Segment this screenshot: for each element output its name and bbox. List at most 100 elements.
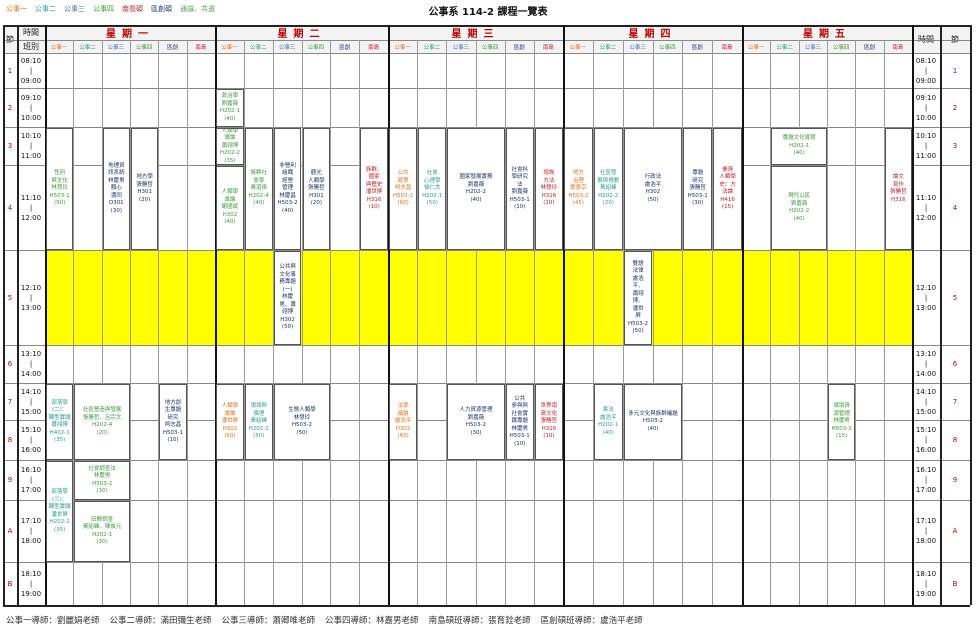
course-text: 與文化 <box>51 177 68 184</box>
legend-item: 區創碩 <box>151 5 172 13</box>
course-text: 專題文化導覽 <box>782 135 816 142</box>
class-column-label: 公事三 <box>452 44 470 51</box>
class-column-label: 公事三 <box>629 44 646 51</box>
course-text: 訊系統 <box>108 170 125 177</box>
course-text: 盧浩平 <box>599 414 617 421</box>
course-text: 管理 <box>282 185 294 192</box>
class-column-label: 區創 <box>166 44 178 51</box>
course-text: H316 <box>541 425 557 432</box>
legend-item: 公事三 <box>64 5 85 13</box>
course-text: H202-2 <box>465 189 487 195</box>
course-text: (50) <box>296 429 308 436</box>
grid-line <box>3 25 970 27</box>
grid-line <box>417 40 419 605</box>
class-column-label: 公事四 <box>832 44 850 51</box>
end-time: 16:00 <box>915 446 937 454</box>
course-text: 地理資 <box>108 162 125 169</box>
start-time: 14:10 <box>20 387 42 396</box>
grid-line <box>3 88 970 89</box>
course-text: 參與與 <box>511 403 528 410</box>
course-text: 轉型實踐 <box>48 504 71 510</box>
period-time: 08:10 | 09:00 <box>912 53 940 88</box>
course-text: (35) <box>54 437 66 443</box>
grid-line <box>475 40 477 605</box>
grid-line <box>3 250 970 251</box>
course-text: 人類學 <box>221 128 239 134</box>
grid-line <box>215 25 217 605</box>
course-text: 濃同 <box>110 192 122 199</box>
period-time: 16:10 | 17:00 <box>912 460 940 500</box>
class-column-label: 區創 <box>863 44 875 51</box>
end-time: 13:00 <box>915 303 937 312</box>
course-text: H202-1 <box>92 531 113 538</box>
period-number: 3 <box>952 142 958 150</box>
period-header: 節 <box>6 34 14 44</box>
course-block: 人類學 導論 謝國斌 H302 (40) <box>216 166 244 250</box>
grid-line <box>652 40 654 605</box>
course-text: 法學 <box>397 403 409 410</box>
course-text: H503-1 <box>509 196 530 203</box>
end-time: 15:00 <box>20 407 42 416</box>
legend-item: 公事四 <box>93 5 114 13</box>
course-block: 雙語 法律 盧浩 平、 蕭翊 博、 潘世屏 H503-2 (50) <box>623 251 653 345</box>
course-text: H202-2 <box>598 192 619 199</box>
course-text: (40) <box>470 196 482 203</box>
course-text: (40) <box>793 150 805 157</box>
course-text: 翊博 <box>282 309 294 316</box>
start-time: 09:10 <box>20 93 42 102</box>
course-text: (50) <box>253 433 265 440</box>
grid-line <box>3 345 970 346</box>
course-text: H302 <box>280 316 295 323</box>
course-text: 文化事 <box>279 271 296 278</box>
course-text: 林慶男 <box>511 425 528 432</box>
course-text: 會學 <box>253 177 265 184</box>
end-time: 11:00 <box>915 152 937 160</box>
course-text: H503-1 <box>162 429 184 436</box>
course-text: (40) <box>602 429 614 436</box>
course-text: 黃紹峰 <box>599 185 617 192</box>
course-block: 人力資源管理 劉嘉薇 H503-2 (30) <box>447 384 505 460</box>
course-text: (30) <box>96 488 108 494</box>
class-column-label: 南島 <box>721 44 733 51</box>
course-text: 法 <box>516 181 523 188</box>
course-block: 論文 寫作 張勝哲 H316 <box>884 128 912 250</box>
course-text: 地方 <box>572 170 584 177</box>
period-time: 13:10 | 14:00 <box>17 345 45 383</box>
class-column-label: 公事四 <box>307 44 325 51</box>
grid-line <box>158 40 160 605</box>
time-separator: | <box>924 436 928 444</box>
period-time: 12:10 | 13:00 <box>912 250 940 345</box>
class-column-label: 南島 <box>892 44 904 51</box>
course-text: 地方創 <box>164 399 182 406</box>
legend: 公事一 公事二 公事三 公事四 南島碩 區創碩 通識、共選 <box>6 4 215 14</box>
course-text: 倫理 <box>253 410 265 417</box>
time-separator: | <box>29 436 33 444</box>
period-time: 13:10 | 14:00 <box>912 345 940 383</box>
course-text: 劉嘉薇 <box>790 200 808 207</box>
course-text: 徐仁杰 <box>423 185 441 192</box>
course-text: (35) <box>224 157 236 164</box>
end-time: 10:00 <box>20 113 42 122</box>
course-text: (15) <box>721 204 734 210</box>
course-text: H202-1 <box>789 142 810 149</box>
start-time: 12:10 <box>915 283 937 292</box>
legend-item: 南島碩 <box>122 5 143 13</box>
grid-line <box>592 40 594 605</box>
course-text: H316 <box>891 196 906 203</box>
course-text: H301 <box>137 189 152 195</box>
course-text: 諮詢 <box>543 170 555 177</box>
course-text: 法律 <box>632 268 644 274</box>
page-title: 公事系 114-2 課程一覽表 <box>428 7 548 18</box>
time-separator: | <box>924 66 928 75</box>
period-number: 7 <box>952 397 958 406</box>
course-text: 盧浩平 <box>644 181 662 188</box>
course-text: 社區發 <box>599 170 617 177</box>
day-name: 星期一 <box>106 29 154 40</box>
class-column-label: 區創 <box>691 44 703 51</box>
class-column-label: 公事一 <box>50 44 68 51</box>
grid-line <box>504 40 506 605</box>
course-text: H402-1 <box>49 429 70 436</box>
start-time: 10:10 <box>915 132 937 140</box>
course-text: H503-2 <box>277 200 298 207</box>
period-time: 18:10 | 19:00 <box>912 562 940 605</box>
